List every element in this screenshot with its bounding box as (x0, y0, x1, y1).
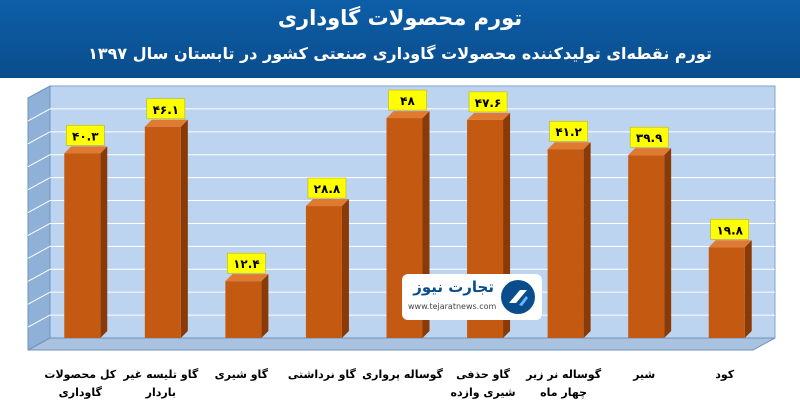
value-label-box (146, 98, 186, 120)
value-label-text: ۴۷.۶ (475, 96, 502, 110)
gridline-side (27, 154, 51, 168)
value-label-text: ۳۹.۹ (636, 131, 663, 145)
bar-front (305, 206, 342, 338)
value-label-box (629, 126, 669, 148)
bar-top (64, 146, 108, 154)
bar-front (708, 247, 745, 338)
value-label-text: ۴۰.۳ (72, 129, 99, 143)
gridline-side (27, 291, 51, 305)
value-label: ۱۹.۸ (710, 219, 749, 240)
tejarat-news-logo-icon (501, 280, 535, 314)
category-label-line: گاو نرداشتی (288, 368, 357, 381)
category-label-line: شیر (632, 368, 655, 381)
category-label-line: چهار ماه (540, 386, 587, 399)
value-label: ۲۸.۸ (307, 177, 347, 199)
bar-front (628, 155, 665, 338)
bar (225, 274, 269, 338)
value-label-box (710, 219, 749, 240)
value-label: ۴۶.۱ (146, 98, 186, 120)
bar-top (305, 199, 349, 207)
category-label: گاو شیری (215, 368, 269, 381)
chart-subtitle: تورم نقطه‌ای تولیدکننده محصولات گاوداری … (88, 44, 712, 63)
bar-top (547, 142, 591, 150)
value-label-text: ۱۲.۴ (233, 257, 260, 271)
bar-side (180, 119, 188, 338)
value-label: ۴۸ (388, 89, 427, 111)
value-label-text: ۴۶.۱ (153, 103, 180, 117)
value-label-box (388, 89, 427, 111)
category-label: گوساله نر زیر چهار ماه (525, 368, 602, 399)
bar-top (708, 240, 752, 248)
value-label-box (227, 252, 266, 274)
category-label: گاو تلیسه غیر باردار (122, 368, 198, 399)
value-label-box (549, 120, 588, 142)
category-label: گوساله پرواری (362, 368, 443, 381)
bar-side (664, 148, 672, 338)
gridline-side (27, 177, 51, 191)
bar-side (341, 199, 349, 338)
gridline-side (27, 108, 51, 122)
logo-name: تجارت نیوز (413, 278, 494, 296)
category-label-line: کود (715, 368, 735, 381)
gridline-side (27, 200, 51, 213)
bar-side (583, 142, 591, 338)
category-label: کود (715, 368, 735, 381)
gridline-side (27, 223, 51, 236)
category-label: گاو حذفی شیری وازده (450, 368, 515, 399)
value-label-box (468, 91, 508, 113)
publisher-logo: تجارت نیوز www.tejaratnews.com (402, 274, 542, 320)
value-label: ۳۹.۹ (629, 126, 669, 148)
bar-front (547, 149, 584, 338)
bar-side (261, 274, 269, 338)
header-banner: تورم محصولات گاوداری تورم نقطه‌ای تولیدک… (0, 0, 800, 78)
bar-front (144, 126, 181, 338)
category-label-line: گاو تلیسه غیر (122, 368, 198, 381)
bar-side (744, 240, 752, 338)
value-label-text: ۱۹.۸ (716, 223, 743, 237)
bar (708, 240, 752, 338)
category-label-line: گاوداری (59, 386, 103, 399)
bar-top (225, 274, 269, 282)
bar (64, 146, 108, 338)
bar-side (100, 146, 108, 338)
category-label-line: گاو شیری (215, 368, 269, 381)
gridline-side (27, 314, 51, 328)
value-label: ۱۲.۴ (227, 252, 266, 274)
bar (547, 142, 591, 338)
gridline-side (27, 245, 51, 259)
bar-top (386, 111, 430, 119)
value-label-text: ۲۸.۸ (314, 182, 341, 196)
bar-top (144, 119, 188, 127)
value-label: ۴۰.۳ (66, 125, 105, 146)
value-label-text: ۴۱.۲ (555, 125, 582, 139)
category-label: کل محصولات گاوداری (44, 368, 116, 399)
category-label-line: باردار (145, 386, 176, 399)
gridline-side (27, 131, 51, 145)
bar (628, 148, 672, 338)
category-label: گاو نرداشتی (288, 368, 357, 381)
category-label: شیر (632, 368, 655, 381)
value-label: ۴۱.۲ (549, 120, 588, 142)
logo-url: www.tejaratnews.com (408, 302, 497, 311)
category-label-line: شیری وازده (450, 386, 515, 399)
bar-front (225, 281, 262, 338)
chart-title: تورم محصولات گاوداری (277, 6, 523, 30)
bar-top (467, 112, 511, 120)
gridline-side (27, 268, 51, 282)
plot-side-wall (27, 85, 51, 351)
category-label-line: گوساله نر زیر (525, 368, 602, 381)
value-label-text: ۴۸ (400, 94, 415, 108)
bar (305, 199, 349, 338)
value-label-box (307, 177, 347, 199)
bar-front (64, 153, 101, 338)
value-label-box (66, 125, 105, 146)
value-label: ۴۷.۶ (468, 91, 508, 113)
plot-floor (27, 337, 776, 351)
category-label-line: گوساله پرواری (362, 368, 443, 381)
bar (144, 119, 188, 338)
bar-top (628, 148, 672, 156)
category-label-line: کل محصولات (44, 368, 116, 381)
category-label-line: گاو حذفی (456, 368, 510, 381)
